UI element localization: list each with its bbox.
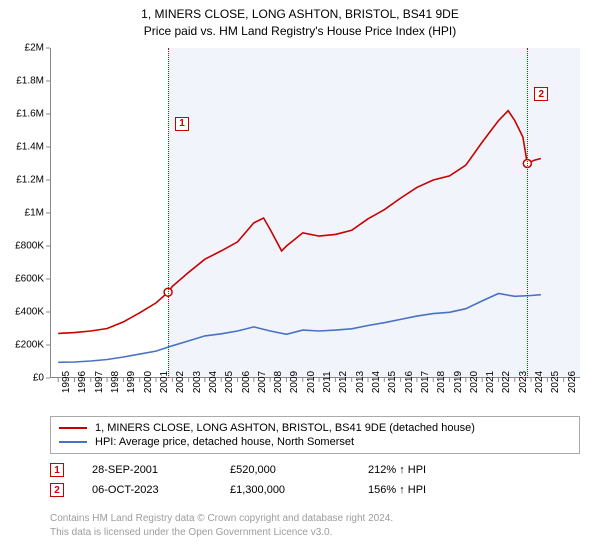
event-date: 06-OCT-2023 (92, 484, 202, 496)
legend-box: 1, MINERS CLOSE, LONG ASHTON, BRISTOL, B… (50, 416, 580, 454)
y-tick-label: £0 (4, 373, 44, 384)
x-tick-label: 2019 (453, 371, 464, 393)
event-row: 1 28-SEP-2001 £520,000 212% ↑ HPI (50, 460, 580, 480)
x-tick-label: 2008 (273, 371, 284, 393)
event-rows: 1 28-SEP-2001 £520,000 212% ↑ HPI 2 06-O… (50, 460, 580, 500)
event-vline (527, 48, 528, 378)
x-tick-label: 2020 (469, 371, 480, 393)
event-badge-1: 1 (50, 463, 64, 477)
y-tick-label: £1.6M (4, 109, 44, 120)
x-tick-label: 2016 (404, 371, 415, 393)
y-tick-label: £600K (4, 274, 44, 285)
footer-line-2: This data is licensed under the Open Gov… (50, 526, 580, 540)
event-vline (168, 48, 169, 378)
event-badge-2: 2 (50, 483, 64, 497)
event-price: £1,300,000 (230, 484, 340, 496)
x-tick-label: 2013 (355, 371, 366, 393)
x-tick-label: 2026 (567, 371, 578, 393)
y-tick-label: £2M (4, 43, 44, 54)
x-tick-label: 2024 (534, 371, 545, 393)
x-tick-label: 1996 (77, 371, 88, 393)
legend-swatch-property (59, 427, 87, 429)
legend-swatch-hpi (59, 441, 87, 443)
x-tick-label: 2015 (387, 371, 398, 393)
x-tick-label: 2009 (289, 371, 300, 393)
y-tick-label: £800K (4, 241, 44, 252)
x-tick-label: 2000 (143, 371, 154, 393)
x-tick-label: 2004 (208, 371, 219, 393)
legend-row: HPI: Average price, detached house, Nort… (59, 435, 571, 449)
event-badge-on-chart: 1 (175, 117, 189, 131)
event-hpi-change: 156% ↑ HPI (368, 484, 478, 496)
x-tick-label: 2002 (175, 371, 186, 393)
x-tick-label: 2014 (371, 371, 382, 393)
chart-title-main: 1, MINERS CLOSE, LONG ASHTON, BRISTOL, B… (0, 6, 600, 23)
x-tick-label: 1997 (94, 371, 105, 393)
x-tick-label: 2011 (322, 371, 333, 393)
x-tick-label: 1995 (61, 371, 72, 393)
legend-row: 1, MINERS CLOSE, LONG ASHTON, BRISTOL, B… (59, 421, 571, 435)
y-tick-label: £200K (4, 340, 44, 351)
y-tick-label: £1M (4, 208, 44, 219)
x-tick-label: 2005 (224, 371, 235, 393)
y-tick-label: £1.8M (4, 76, 44, 87)
footer-attribution: Contains HM Land Registry data © Crown c… (50, 512, 580, 539)
x-tick-label: 2018 (436, 371, 447, 393)
event-badge-on-chart: 2 (534, 87, 548, 101)
event-hpi-change: 212% ↑ HPI (368, 464, 478, 476)
footer-line-1: Contains HM Land Registry data © Crown c… (50, 512, 580, 526)
x-tick-label: 2003 (192, 371, 203, 393)
x-tick-label: 2025 (550, 371, 561, 393)
x-tick-label: 2007 (257, 371, 268, 393)
chart-title-sub: Price paid vs. HM Land Registry's House … (0, 23, 600, 40)
series-line-property (58, 111, 541, 334)
chart-title-block: 1, MINERS CLOSE, LONG ASHTON, BRISTOL, B… (0, 0, 600, 40)
chart-area: £0£200K£400K£600K£800K£1M£1.2M£1.4M£1.6M… (50, 48, 580, 378)
x-tick-label: 2006 (241, 371, 252, 393)
x-tick-label: 1999 (126, 371, 137, 393)
legend-label-hpi: HPI: Average price, detached house, Nort… (95, 436, 354, 448)
event-price: £520,000 (230, 464, 340, 476)
x-tick-label: 2012 (338, 371, 349, 393)
event-row: 2 06-OCT-2023 £1,300,000 156% ↑ HPI (50, 480, 580, 500)
y-tick-label: £1.4M (4, 142, 44, 153)
x-tick-label: 2021 (485, 371, 496, 393)
event-date: 28-SEP-2001 (92, 464, 202, 476)
x-tick-label: 2017 (420, 371, 431, 393)
chart-svg (50, 48, 580, 378)
x-tick-label: 1998 (110, 371, 121, 393)
legend-label-property: 1, MINERS CLOSE, LONG ASHTON, BRISTOL, B… (95, 422, 475, 434)
x-tick-label: 2010 (306, 371, 317, 393)
series-line-hpi (58, 294, 541, 363)
y-tick-label: £400K (4, 307, 44, 318)
y-tick-label: £1.2M (4, 175, 44, 186)
x-tick-label: 2022 (501, 371, 512, 393)
